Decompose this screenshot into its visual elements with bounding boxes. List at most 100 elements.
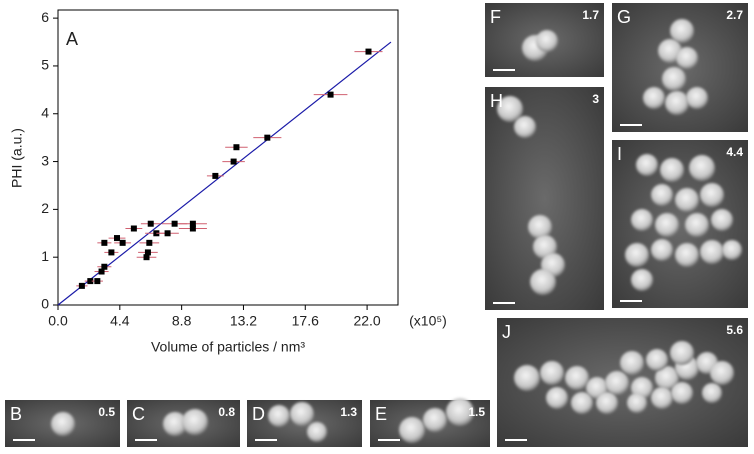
particle bbox=[620, 351, 644, 375]
particle bbox=[514, 365, 540, 391]
panel-value: 0.5 bbox=[98, 405, 115, 419]
particle bbox=[268, 405, 290, 427]
panel-value: 1.5 bbox=[468, 405, 485, 419]
particle bbox=[675, 243, 699, 267]
y-tick-label: 3 bbox=[41, 152, 49, 168]
panel-label: D bbox=[252, 404, 265, 424]
particle bbox=[646, 349, 668, 371]
point bbox=[327, 91, 334, 98]
particle bbox=[51, 412, 75, 436]
x-tick-label: 13.2 bbox=[230, 313, 257, 329]
particle bbox=[662, 67, 686, 91]
point bbox=[87, 278, 94, 285]
y-tick-label: 1 bbox=[41, 248, 49, 264]
x-unit-note: (x10⁵) bbox=[409, 313, 447, 329]
x-tick-label: 22.0 bbox=[353, 313, 380, 329]
x-axis-label: Volume of particles / nm³ bbox=[151, 339, 305, 355]
particle bbox=[571, 392, 593, 414]
point bbox=[147, 220, 154, 227]
panel-value: 0.8 bbox=[218, 405, 235, 419]
point bbox=[233, 144, 240, 151]
panel-label: C bbox=[132, 404, 145, 424]
panel-value: 4.4 bbox=[726, 145, 743, 159]
point bbox=[98, 268, 105, 275]
particle bbox=[651, 387, 673, 409]
particle bbox=[528, 215, 552, 239]
particle bbox=[290, 402, 314, 426]
point bbox=[78, 282, 85, 289]
particle bbox=[700, 183, 724, 207]
particle bbox=[655, 366, 679, 390]
fit-line bbox=[57, 41, 392, 306]
micrograph-panel: I 4.4 bbox=[612, 140, 748, 308]
micrograph-panel: J 5.6 bbox=[497, 318, 748, 447]
particle bbox=[423, 408, 447, 432]
particle bbox=[596, 392, 618, 414]
point bbox=[146, 239, 153, 246]
particle bbox=[636, 154, 658, 176]
point bbox=[171, 220, 178, 227]
scale-bar bbox=[493, 302, 515, 304]
point bbox=[143, 254, 150, 261]
particle bbox=[163, 412, 187, 436]
particle bbox=[702, 383, 722, 403]
micrograph-panel: D 1.3 bbox=[247, 400, 362, 447]
particle bbox=[671, 382, 693, 404]
particle bbox=[665, 91, 689, 115]
point bbox=[365, 48, 372, 55]
micrograph-panel: G 2.7 bbox=[612, 3, 748, 132]
particle bbox=[685, 213, 709, 237]
particle bbox=[307, 422, 327, 442]
point bbox=[101, 263, 108, 270]
y-tick-label: 2 bbox=[41, 200, 49, 216]
point bbox=[108, 249, 115, 256]
panel-label: E bbox=[375, 404, 387, 424]
micrograph-panel: C 0.8 bbox=[127, 400, 240, 447]
scale-bar bbox=[378, 439, 400, 441]
point bbox=[94, 278, 101, 285]
particle bbox=[700, 240, 724, 264]
panel-label: G bbox=[617, 7, 631, 27]
particle bbox=[497, 96, 523, 122]
point bbox=[164, 230, 171, 237]
particle bbox=[722, 240, 742, 260]
y-tick-label: 6 bbox=[41, 9, 49, 25]
point bbox=[130, 225, 137, 232]
particle bbox=[399, 417, 425, 443]
scale-bar bbox=[620, 124, 642, 126]
x-tick-label: 0.0 bbox=[48, 313, 68, 329]
particle bbox=[530, 269, 556, 295]
particle bbox=[675, 188, 699, 212]
particle bbox=[631, 269, 653, 291]
particle bbox=[710, 361, 734, 385]
panel-label: H bbox=[490, 91, 503, 111]
x-tick-label: 17.6 bbox=[292, 313, 319, 329]
point bbox=[114, 235, 121, 242]
panel-value: 1.7 bbox=[582, 8, 599, 22]
x-tick-label: 8.8 bbox=[172, 313, 192, 329]
y-axis-label: PHI (a.u.) bbox=[9, 128, 25, 188]
particle bbox=[565, 366, 589, 390]
particle bbox=[627, 393, 647, 413]
point bbox=[212, 172, 219, 179]
particle bbox=[670, 341, 694, 365]
particle bbox=[540, 361, 564, 385]
scale-bar bbox=[13, 439, 35, 441]
point bbox=[144, 249, 151, 256]
micrograph-panel: B 0.5 bbox=[5, 400, 120, 447]
particle bbox=[670, 19, 694, 43]
particle bbox=[658, 39, 682, 63]
panel-value: 3 bbox=[592, 92, 599, 106]
point bbox=[119, 239, 126, 246]
particle bbox=[546, 387, 568, 409]
plot-frame bbox=[57, 9, 399, 306]
panel-label: F bbox=[490, 7, 501, 27]
scale-bar bbox=[505, 439, 527, 441]
particle bbox=[660, 158, 684, 182]
panel-label: B bbox=[10, 404, 22, 424]
panel-label: A bbox=[66, 29, 78, 49]
particle bbox=[651, 239, 673, 261]
particle bbox=[651, 184, 673, 206]
micrograph-panel: E 1.5 bbox=[370, 398, 490, 447]
y-tick-label: 0 bbox=[41, 296, 49, 312]
